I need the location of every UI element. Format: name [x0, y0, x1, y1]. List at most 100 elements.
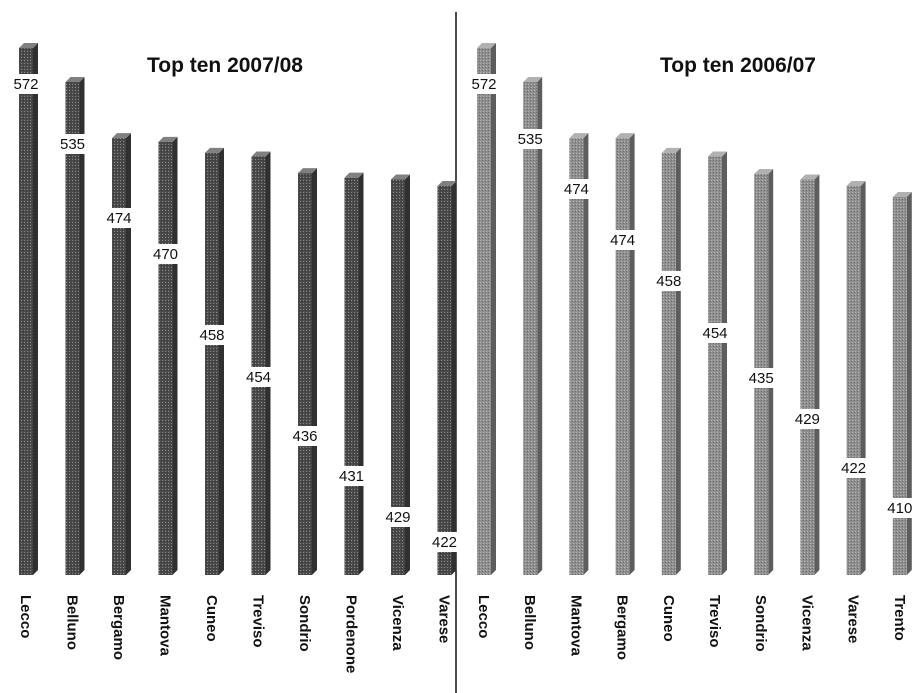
- chart-panel-2007-08: Top ten 2007/08 572 Lecco 535 Belluno 474 Berg…: [9, 43, 462, 673]
- bar-top: [892, 192, 912, 197]
- bar-top: [569, 133, 589, 139]
- value-label-bg: [790, 409, 825, 429]
- bar-vicenza: 429: [790, 174, 825, 575]
- bar-side: [312, 168, 317, 575]
- bar-top: [437, 180, 457, 186]
- value-label-bg: [288, 426, 322, 446]
- bar-top: [846, 180, 866, 186]
- bar-varese: 422: [836, 180, 871, 576]
- bar-side: [491, 43, 496, 575]
- bar-texture: [112, 138, 126, 575]
- bar-side: [33, 43, 38, 575]
- bar-top: [19, 43, 38, 48]
- value-label: 422: [841, 460, 866, 477]
- bar-cuneo: 458: [195, 147, 229, 575]
- category-label: Varese: [436, 595, 453, 643]
- bar-texture: [477, 48, 491, 575]
- bar-texture: [846, 185, 861, 576]
- bar-mantova: 470: [148, 136, 183, 575]
- value-label: 410: [887, 500, 912, 517]
- bar-side: [814, 174, 820, 575]
- chart-panel-2006-07: Top ten 2006/07 572 Lecco 535 Belluno 474 Mant…: [467, 43, 913, 660]
- category-label: Treviso: [706, 595, 723, 648]
- bar-texture: [661, 152, 676, 575]
- bar-lecco: 572: [467, 43, 501, 575]
- bar-texture: [205, 152, 219, 575]
- bar-side: [219, 147, 224, 575]
- bar-side: [172, 136, 178, 575]
- value-label: 572: [13, 76, 38, 93]
- category-label: Sondrio: [296, 595, 313, 652]
- category-label: Cuneo: [660, 595, 677, 642]
- category-label: Belluno: [64, 595, 81, 650]
- value-label-bg: [334, 466, 369, 486]
- bar-top: [800, 174, 820, 180]
- bar-side: [358, 172, 364, 575]
- category-label: Mantova: [567, 595, 584, 657]
- bar-texture: [437, 185, 452, 576]
- value-label-bg: [381, 507, 415, 527]
- value-label: 474: [610, 232, 635, 249]
- bar-side: [722, 151, 727, 575]
- value-label: 431: [339, 468, 364, 485]
- bar-texture: [800, 179, 815, 575]
- category-label: Varese: [845, 595, 862, 643]
- bar-texture: [892, 197, 907, 575]
- bar-texture: [19, 48, 33, 575]
- category-label: Bergamo: [110, 595, 127, 660]
- bar-lecco: 572: [9, 43, 43, 575]
- bar-side: [537, 77, 543, 576]
- category-label: Vicenza: [389, 595, 406, 651]
- bar-cuneo: 458: [651, 147, 686, 575]
- bar-pordenone: 431: [334, 172, 369, 575]
- bar-trento: 410: [882, 192, 913, 575]
- bar-top: [661, 147, 681, 153]
- value-label: 470: [153, 246, 178, 263]
- bar-sondrio: 436: [288, 168, 322, 575]
- category-label: Vicenza: [798, 595, 815, 651]
- value-label: 458: [656, 273, 681, 290]
- category-label: Belluno: [521, 595, 538, 650]
- category-label: Pordenone: [343, 595, 360, 673]
- bar-mantova: 474: [559, 133, 594, 575]
- bar-top: [477, 43, 496, 48]
- bar-top: [205, 147, 224, 153]
- bar-top: [615, 133, 635, 139]
- bar-texture: [158, 141, 173, 575]
- value-label-bg: [241, 367, 276, 387]
- bar-vicenza: 429: [381, 174, 415, 575]
- bar-top: [158, 136, 178, 142]
- bar-treviso: 454: [698, 151, 732, 575]
- value-label-bg: [559, 179, 594, 199]
- bar-top: [298, 168, 317, 174]
- chart-title: Top ten 2006/07: [660, 54, 816, 77]
- bar-texture: [344, 177, 359, 575]
- bar-varese: 422: [427, 180, 462, 576]
- bar-side: [405, 174, 410, 575]
- bar-bergamo: 474: [102, 133, 136, 575]
- value-label-bg: [698, 323, 732, 343]
- bar-side: [451, 180, 457, 576]
- bar-bergamo: 474: [605, 133, 640, 575]
- category-label: Treviso: [250, 595, 267, 648]
- bar-belluno: 535: [55, 77, 90, 576]
- value-label-bg: [836, 458, 871, 478]
- bar-texture: [65, 82, 80, 576]
- bar-texture: [391, 179, 405, 575]
- value-label-bg: [651, 271, 686, 291]
- value-label-bg: [9, 74, 43, 94]
- value-label: 474: [106, 210, 131, 227]
- bar-side: [265, 151, 271, 575]
- bar-top: [65, 77, 85, 83]
- value-label-bg: [102, 208, 136, 228]
- value-label: 535: [60, 136, 85, 153]
- value-label-bg: [427, 532, 462, 552]
- bar-side: [675, 147, 681, 575]
- category-label: Mantova: [157, 595, 174, 657]
- bar-top: [112, 133, 131, 139]
- chart-title: Top ten 2007/08: [147, 54, 303, 77]
- value-label-bg: [513, 129, 548, 149]
- bar-belluno: 535: [513, 77, 548, 576]
- bar-top: [391, 174, 410, 180]
